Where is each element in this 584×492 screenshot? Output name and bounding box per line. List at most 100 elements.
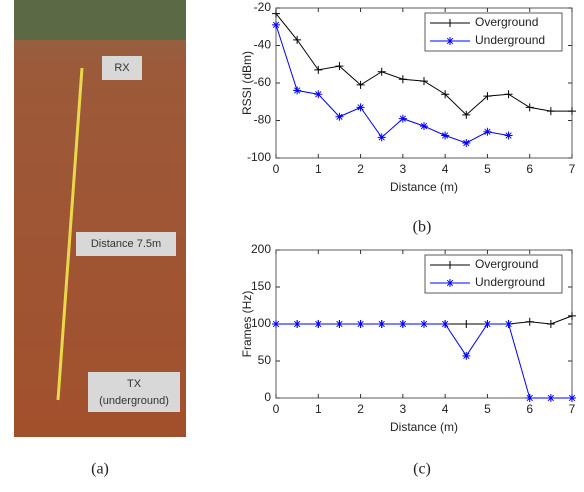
data-point (483, 127, 492, 136)
data-point (272, 320, 280, 328)
legend-marker (446, 261, 454, 269)
data-point (546, 320, 555, 328)
x-tick-label: 6 (526, 402, 533, 416)
chart: 0 1 2 3 4 5 6 7 0 50 100 150 200 Distance (m) Frames (… (240, 242, 576, 478)
y-tick-label: 50 (258, 353, 272, 367)
x-tick-label: 5 (484, 162, 491, 176)
photo-label: RX (114, 62, 130, 74)
x-tick-label: 0 (273, 402, 280, 416)
data-point (546, 394, 555, 402)
data-point (377, 133, 386, 142)
photo: RX Distance 7.5m TX (underground) (14, 0, 186, 437)
x-tick-label: 3 (400, 402, 407, 416)
x-tick-label: 7 (569, 402, 576, 416)
x-tick-label: 3 (400, 162, 407, 176)
x-tick-label: 4 (442, 162, 449, 176)
photo-label: Distance 7.5m (91, 238, 161, 250)
data-point (441, 90, 450, 99)
x-tick-label: 5 (484, 402, 491, 416)
y-tick-label: -20 (254, 0, 272, 14)
data-point (293, 35, 302, 44)
x-tick-label: 4 (442, 402, 449, 416)
x-tick-label: 6 (526, 162, 533, 176)
data-point (568, 311, 576, 320)
photo-vegetation (14, 0, 186, 40)
label-box (102, 56, 142, 80)
data-point (462, 351, 471, 360)
data-point (356, 320, 365, 328)
data-point (483, 92, 492, 101)
legend-marker (446, 279, 454, 287)
data-point (568, 394, 576, 402)
legend-marker (446, 37, 454, 45)
data-point (525, 394, 534, 402)
data-point (420, 320, 428, 328)
data-point (504, 131, 513, 140)
x-tick-label: 0 (273, 162, 280, 176)
data-point (504, 320, 513, 328)
data-point (314, 90, 323, 99)
data-point (525, 317, 534, 326)
data-point (546, 107, 555, 116)
y-tick-label: -60 (254, 75, 272, 89)
x-tick-label: 2 (357, 402, 364, 416)
x-axis-label: Distance (m) (390, 180, 458, 194)
data-point (525, 103, 534, 112)
data-point (462, 139, 471, 147)
data-point (335, 62, 344, 71)
legend-marker (446, 19, 454, 27)
y-tick-label: 100 (251, 316, 271, 330)
caption: (c) (413, 461, 431, 478)
data-point (272, 20, 280, 29)
data-point (272, 9, 280, 18)
data-point (314, 320, 323, 328)
data-point (398, 320, 407, 328)
data-point (462, 320, 471, 328)
data-point (504, 90, 513, 99)
y-tick-label: -40 (254, 38, 272, 52)
data-point (335, 320, 344, 328)
y-tick-label: 150 (251, 279, 271, 293)
data-point (377, 67, 386, 76)
data-point (441, 131, 450, 140)
data-point (462, 110, 471, 119)
data-point (420, 77, 428, 86)
measuring-tape (56, 67, 84, 401)
data-point (356, 80, 365, 89)
data-point (398, 114, 407, 123)
legend-box (424, 254, 563, 294)
y-axis-label: Frames (Hz) (240, 291, 254, 358)
y-tick-label: 200 (251, 242, 271, 256)
data-point (441, 320, 450, 328)
photo-label: TX (127, 378, 142, 390)
data-point (398, 75, 407, 84)
chart: 0 1 2 3 4 5 6 7 -100 -80 -60 -40 -20 Distance (m) RSSI… (240, 0, 576, 236)
caption: (b) (413, 219, 432, 236)
x-tick-label: 1 (315, 402, 322, 416)
x-tick-label: 2 (357, 162, 364, 176)
x-tick-label: 1 (315, 162, 322, 176)
photo-background (14, 0, 186, 437)
data-point (377, 320, 386, 328)
label-box (88, 372, 180, 412)
data-point (335, 112, 344, 121)
data-point (568, 107, 576, 116)
legend-label: Overground (475, 257, 538, 271)
y-tick-label: -100 (247, 150, 271, 164)
y-axis-label: RSSI (dBm) (240, 51, 254, 115)
label-box (76, 232, 176, 256)
data-point (314, 65, 323, 74)
legend-label: Underground (475, 275, 545, 289)
photo-label: (underground) (99, 395, 169, 407)
x-tick-label: 7 (569, 162, 576, 176)
data-point (420, 122, 428, 131)
data-point (293, 320, 302, 328)
data-point (483, 320, 492, 328)
x-axis-label: Distance (m) (390, 420, 458, 434)
legend-label: Overground (475, 15, 538, 29)
series-line (276, 24, 509, 144)
data-point (293, 86, 302, 95)
y-tick-label: -80 (254, 113, 272, 127)
caption: (a) (91, 461, 109, 478)
